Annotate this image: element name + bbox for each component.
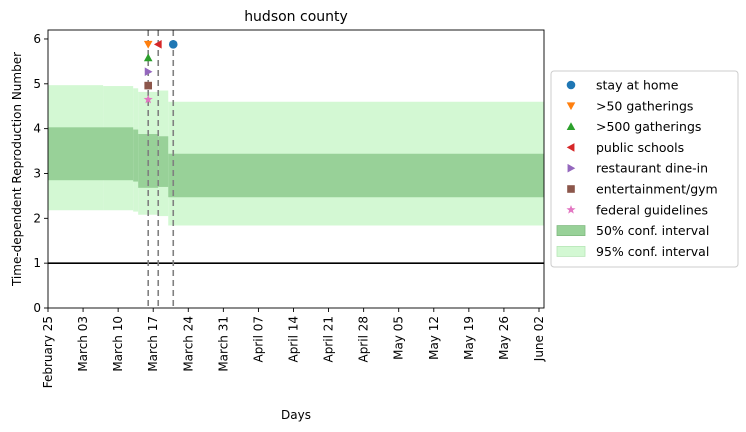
- legend-marker-3: [566, 143, 575, 152]
- legend-label-5: entertainment/gym: [596, 182, 718, 197]
- legend-marker-5: [567, 185, 575, 193]
- legend-label-2: >500 gatherings: [596, 119, 701, 134]
- ci50-band-4: [168, 153, 544, 198]
- marker-1: [143, 40, 153, 49]
- marker-4: [144, 67, 153, 76]
- legend-label-8: 95% conf. interval: [596, 244, 709, 259]
- x-tick-label-4: March 24: [181, 316, 195, 372]
- legend-marker-0: [566, 80, 576, 90]
- axes-frame: [47, 29, 545, 309]
- legend: stay at home >50 gatherings >500 gathering…: [550, 70, 739, 268]
- x-tick-label-2: March 10: [111, 316, 125, 372]
- plot-area: 0 1 2 3 4 5 6 February 25 March 03 March 10 March …: [33, 29, 546, 388]
- legend-label-1: >50 gatherings: [596, 98, 693, 113]
- y-axis-label: Time-dependent Reproduction Number: [10, 52, 24, 287]
- x-tick-label-7: April 14: [286, 316, 300, 363]
- legend-marker-1: [566, 102, 576, 111]
- y-tick-label-0: 0: [33, 301, 41, 315]
- x-tick-label-8: April 21: [322, 316, 336, 363]
- plot-inner: [48, 30, 544, 308]
- x-axis-label: Days: [281, 408, 311, 422]
- legend-label-7: 50% conf. interval: [596, 223, 709, 238]
- marker-5: [144, 81, 153, 90]
- legend-marker-6: [566, 205, 576, 214]
- marker-2: [143, 53, 153, 62]
- x-tick-label-10: May 05: [392, 316, 406, 360]
- legend-patch-7: [556, 225, 586, 237]
- marker-6: [143, 94, 153, 104]
- legend-box: [550, 70, 739, 268]
- x-tick-label-12: May 19: [462, 316, 476, 360]
- x-tick-label-0: February 25: [41, 316, 55, 388]
- y-tick-label-3: 3: [33, 166, 41, 180]
- ci50-band-0: [48, 127, 134, 181]
- y-tick-label-6: 6: [33, 32, 41, 46]
- y-tick-label-5: 5: [33, 77, 41, 91]
- ci50-band-1: [133, 129, 139, 182]
- chart-title: hudson county: [244, 9, 348, 25]
- ci50-band-3: [158, 136, 169, 187]
- legend-label-4: restaurant dine-in: [596, 161, 708, 176]
- x-tick-label-13: May 26: [497, 316, 511, 360]
- legend-label-3: public schools: [596, 140, 684, 155]
- legend-marker-4: [567, 163, 576, 173]
- x-tick-label-11: May 12: [427, 316, 441, 360]
- legend-patch-8: [556, 245, 586, 257]
- legend-label-6: federal guidelines: [596, 202, 708, 217]
- x-tick-label-1: March 03: [76, 316, 90, 372]
- x-tick-label-5: March 31: [216, 316, 230, 372]
- legend-label-0: stay at home: [596, 78, 679, 93]
- marker-0: [168, 40, 178, 49]
- marker-3: [153, 40, 162, 49]
- x-tick-label-6: April 07: [251, 316, 265, 363]
- y-tick-label-1: 1: [33, 256, 41, 270]
- y-tick-label-2: 2: [33, 211, 41, 225]
- x-tick-label-14: June 02: [532, 316, 546, 362]
- legend-marker-2: [566, 122, 576, 131]
- x-tick-label-9: April 28: [357, 316, 371, 363]
- y-tick-label-4: 4: [33, 122, 41, 136]
- x-tick-label-3: March 17: [146, 316, 160, 372]
